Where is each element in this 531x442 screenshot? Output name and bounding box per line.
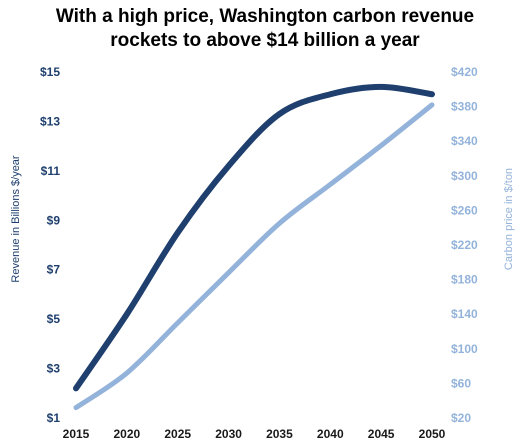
x-tick-label: 2035 xyxy=(266,427,293,441)
y2-tick-label: $60 xyxy=(451,376,471,390)
carbon-price-line xyxy=(73,102,435,411)
x-tick-label: 2015 xyxy=(63,427,90,441)
x-tick-label: 2050 xyxy=(419,427,446,441)
chart-title-line-2: rockets to above $14 billion a year xyxy=(110,30,420,51)
y-tick-label: $3 xyxy=(47,362,61,376)
x-tick-label: 2030 xyxy=(215,427,242,441)
x-tick-label: 2025 xyxy=(164,427,191,441)
revenue-line xyxy=(73,83,435,392)
y2-axis-label: Carbon price in $/ton xyxy=(503,168,515,270)
y-tick-label: $11 xyxy=(41,164,61,178)
y2-tick-label: $140 xyxy=(451,307,478,321)
y-tick-label: $15 xyxy=(40,65,60,79)
y2-tick-label: $20 xyxy=(451,411,471,425)
y2-tick-label: $180 xyxy=(451,273,478,287)
x-tick-label: 2040 xyxy=(317,427,344,441)
y2-tick-label: $340 xyxy=(451,134,478,148)
chart-title-line-1: With a high price, Washington carbon rev… xyxy=(56,6,474,27)
y2-tick-label: $300 xyxy=(451,169,478,183)
y-tick-label: $1 xyxy=(47,411,61,425)
y2-tick-label: $380 xyxy=(451,100,478,114)
y-tick-label: $5 xyxy=(47,312,61,326)
y-tick-label: $9 xyxy=(47,213,61,227)
y2-tick-label: $220 xyxy=(451,238,478,252)
y2-tick-label: $260 xyxy=(451,203,478,217)
y-tick-label: $7 xyxy=(47,263,61,277)
y-axis-label: Revenue in Billions $/year xyxy=(10,155,22,283)
y2-tick-label: $100 xyxy=(451,342,478,356)
x-tick-label: 2020 xyxy=(114,427,141,441)
y2-tick-label: $420 xyxy=(451,65,478,79)
y-tick-label: $13 xyxy=(40,114,60,128)
x-tick-label: 2045 xyxy=(368,427,395,441)
